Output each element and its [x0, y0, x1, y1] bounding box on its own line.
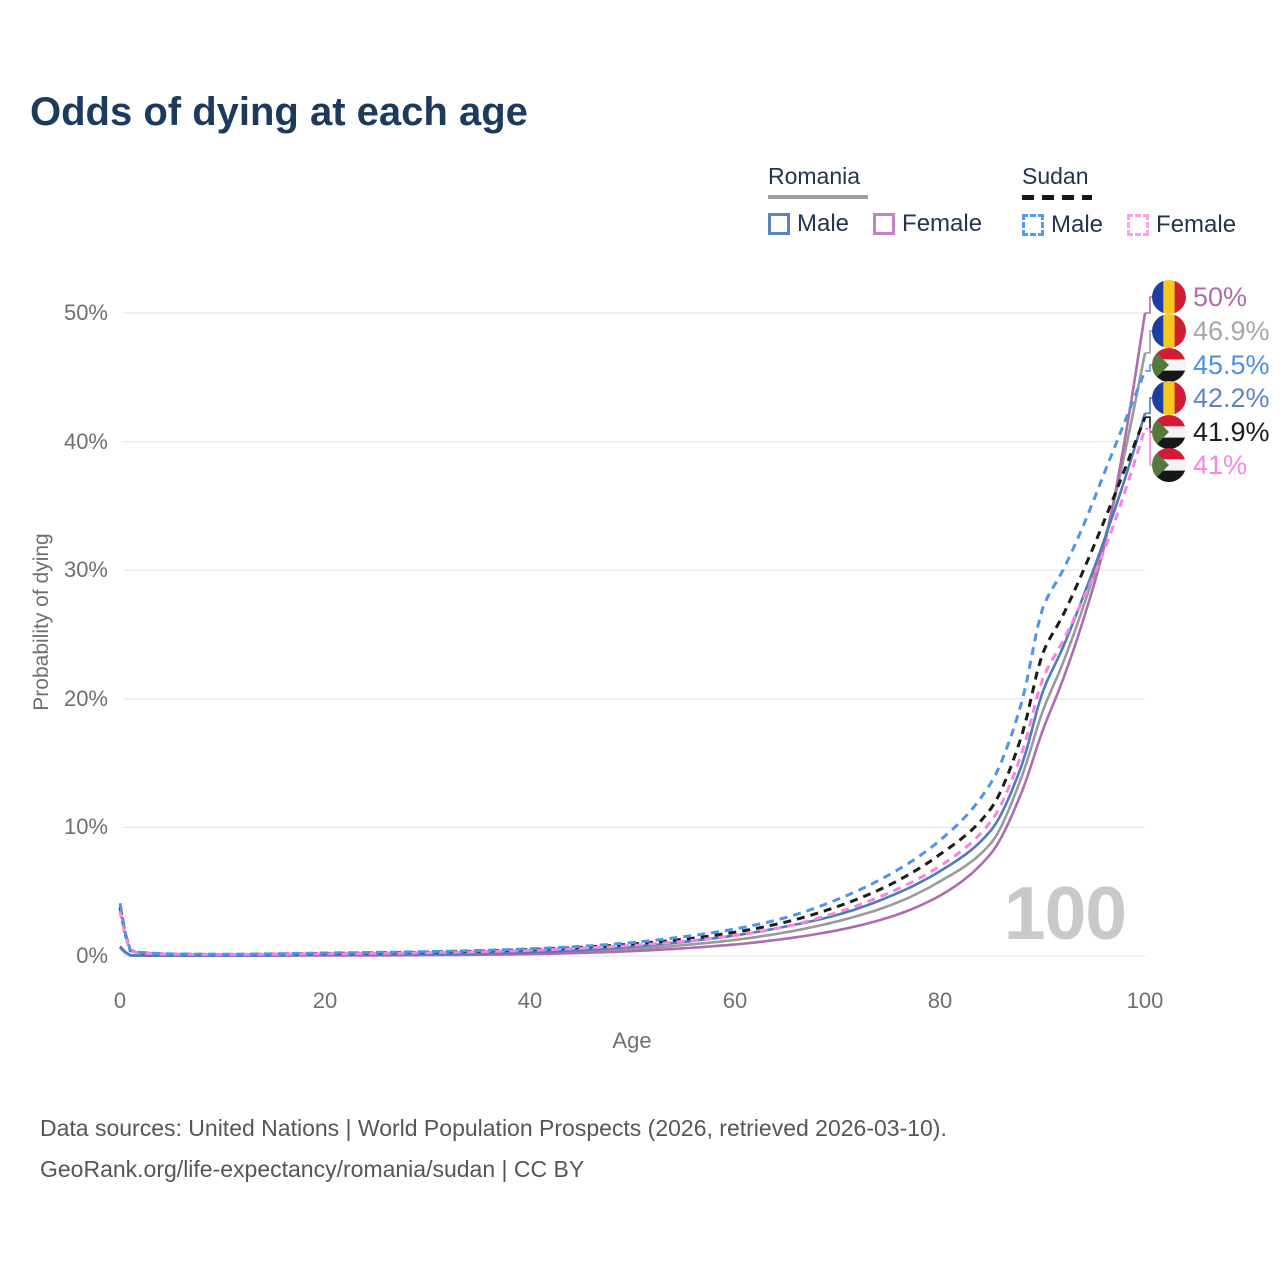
y-tick-label: 30% [63, 557, 108, 583]
legend-item-label: Male [797, 210, 850, 237]
end-label-romania-male: 42.2% [1152, 381, 1270, 415]
end-label-connector [1145, 296, 1152, 314]
mortality-curves-plot[interactable] [0, 0, 1280, 1090]
end-label-romania-female: 50% [1152, 280, 1247, 314]
end-label-sudan-both: 41.9% [1152, 415, 1270, 449]
y-tick-label: 40% [63, 428, 108, 454]
legend-group-romania: Romania Male Female [768, 163, 982, 238]
legend-item-label: Male [1051, 211, 1104, 238]
romania-female-swatch-icon [873, 213, 896, 235]
end-label-connector [1145, 330, 1152, 354]
end-label-value: 41% [1193, 449, 1248, 480]
y-tick-label: 10% [63, 814, 108, 840]
end-label-value: 41.9% [1193, 416, 1270, 447]
legend-group-label-romania: Romania [768, 163, 861, 189]
y-tick-label: 0% [76, 943, 108, 968]
romania-flag-icon [1152, 314, 1186, 348]
end-label-value: 42.2% [1193, 382, 1270, 413]
footer: Data sources: United Nations | World Pop… [40, 1108, 947, 1190]
age-watermark: 100 [1003, 871, 1127, 955]
legend-item-romania-male[interactable]: Male [768, 210, 849, 238]
x-tick-label: 40 [517, 988, 543, 1013]
sudan-flag-icon [1152, 348, 1186, 382]
end-label-connector [1145, 364, 1152, 372]
series-line-sudan-male [118, 370, 1147, 956]
end-label-sudan-female: 41% [1152, 448, 1247, 482]
end-label-connector [1145, 427, 1152, 466]
end-label-value: 45.5% [1193, 349, 1270, 380]
romania-flag-icon [1152, 381, 1186, 415]
y-tick-label: 50% [63, 300, 108, 325]
legend-item-sudan-female[interactable]: Female [1127, 211, 1236, 239]
sudan-female-swatch-icon [1127, 214, 1150, 236]
legend-item-label: Female [1156, 211, 1237, 238]
legend-item-sudan-male[interactable]: Male [1022, 211, 1103, 239]
series-line-romania-female [119, 312, 1147, 957]
end-label-connector [1145, 397, 1152, 415]
x-tick-label: 100 [1126, 988, 1164, 1013]
sudan-male-swatch-icon [1022, 214, 1044, 236]
end-label-sudan-male: 45.5% [1152, 348, 1270, 382]
sudan-dashed-line-swatch [1022, 195, 1092, 200]
end-label-romania-both: 46.9% [1152, 314, 1270, 348]
x-tick-label: 60 [722, 988, 748, 1013]
legend-group-label-sudan: Sudan [1022, 163, 1089, 189]
x-axis-title: Age [612, 1028, 652, 1053]
footer-attribution: GeoRank.org/life-expectancy/romania/suda… [40, 1156, 585, 1182]
end-label-connector [1145, 416, 1152, 433]
sudan-flag-icon [1152, 415, 1186, 449]
legend-item-label: Female [902, 210, 983, 237]
legend-item-romania-female[interactable]: Female [873, 210, 982, 238]
chart-title: Odds of dying at each age [30, 90, 528, 134]
footer-data-sources: Data sources: United Nations | World Pop… [40, 1115, 947, 1141]
sudan-flag-icon [1152, 448, 1186, 482]
y-axis-title: Probability of dying [30, 533, 53, 711]
romania-flag-icon [1152, 280, 1186, 314]
series-line-romania-both [119, 352, 1147, 957]
romania-male-swatch-icon [768, 213, 790, 235]
end-label-value: 46.9% [1193, 315, 1270, 346]
romania-solid-line-swatch [768, 195, 868, 199]
x-tick-label: 0 [113, 988, 127, 1013]
legend-group-sudan: Sudan Male Female [1022, 163, 1236, 239]
x-tick-label: 20 [312, 988, 338, 1013]
series-line-sudan-female [118, 428, 1147, 957]
end-label-value: 50% [1193, 281, 1248, 312]
y-tick-label: 20% [63, 685, 108, 711]
x-tick-label: 80 [927, 988, 953, 1013]
